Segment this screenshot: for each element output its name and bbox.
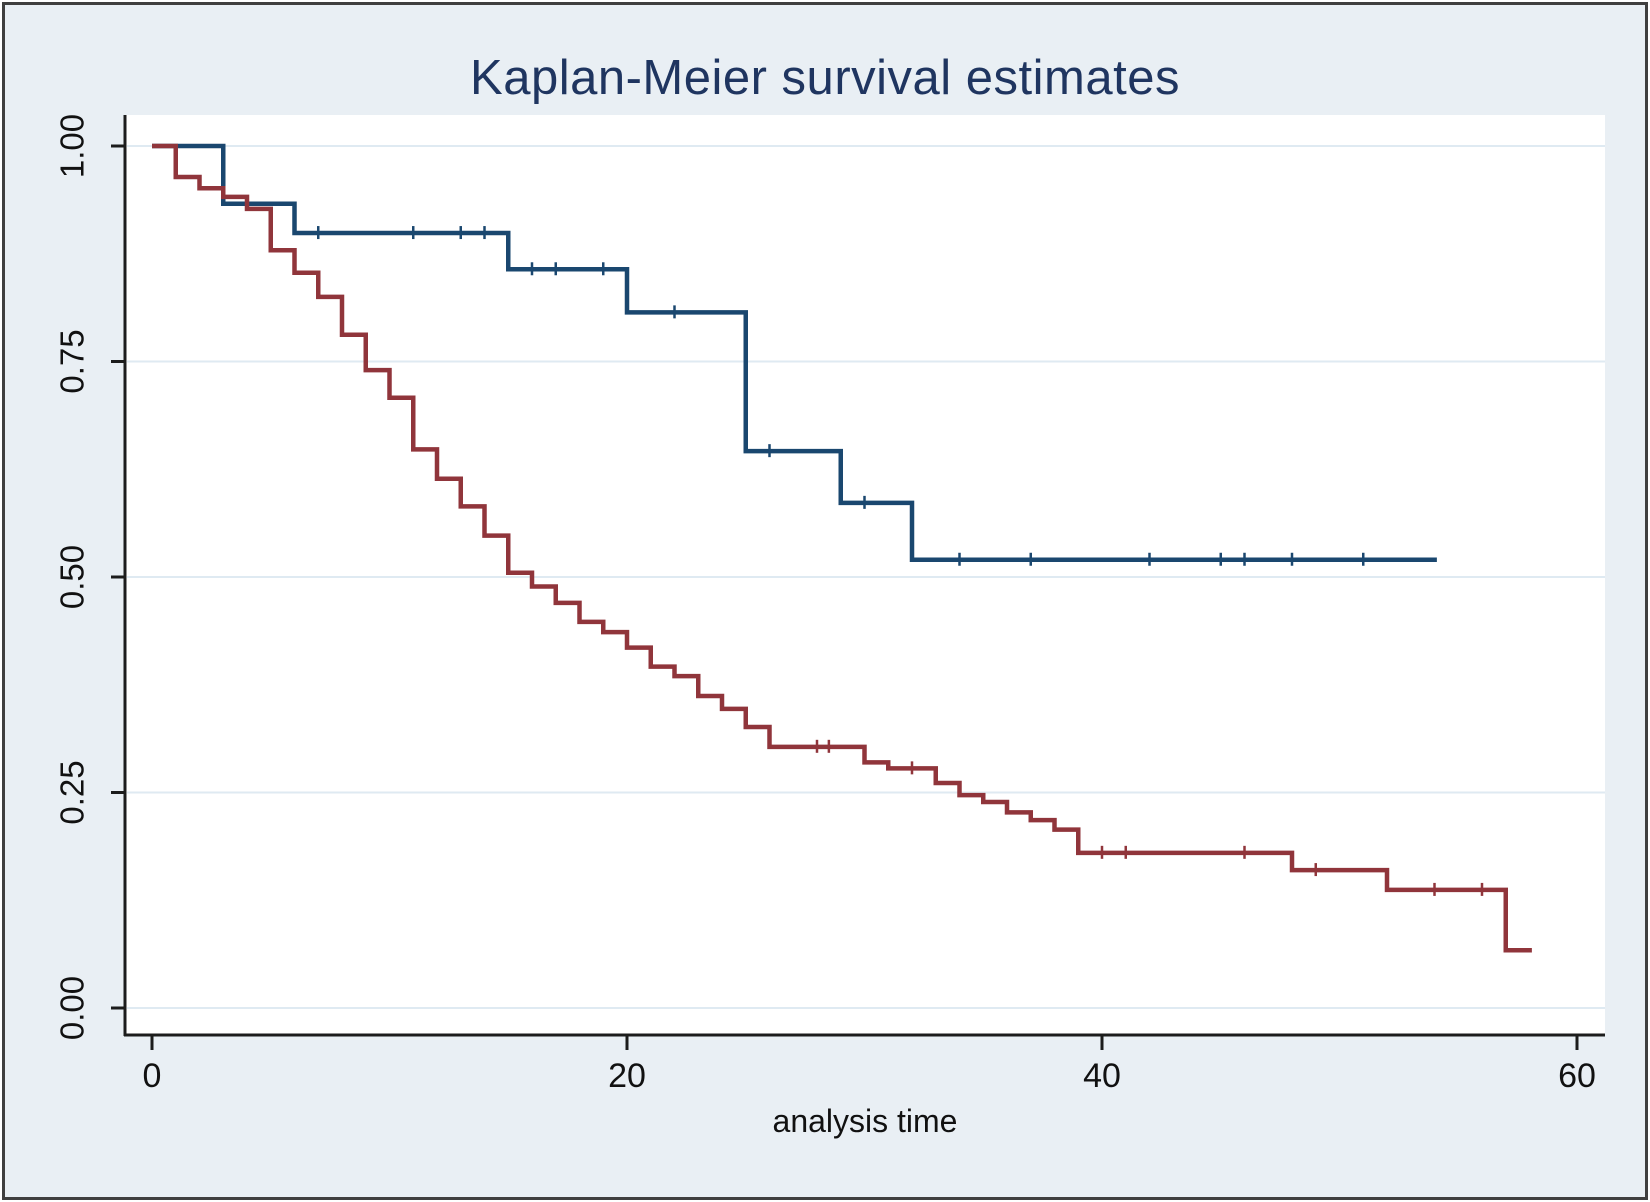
x-tick-label: 40: [1083, 1057, 1121, 1095]
y-tick-label: 1.00: [54, 114, 91, 178]
y-tick-label: 0.75: [54, 329, 91, 393]
x-tick-label: 60: [1558, 1057, 1596, 1095]
km-curve-series-1: [152, 143, 1437, 563]
y-tick-label: 0.25: [54, 760, 91, 824]
x-tick-label: 0: [143, 1057, 162, 1095]
x-tick-label: 20: [608, 1057, 646, 1095]
plot-area: [125, 115, 1605, 1035]
km-curve-series-2: [152, 143, 1532, 953]
y-tick-label: 0.00: [54, 976, 91, 1040]
x-axis-title: analysis time: [772, 1103, 958, 1139]
chart-title: Kaplan-Meier survival estimates: [470, 51, 1180, 105]
y-tick-label: 0.50: [54, 545, 91, 609]
